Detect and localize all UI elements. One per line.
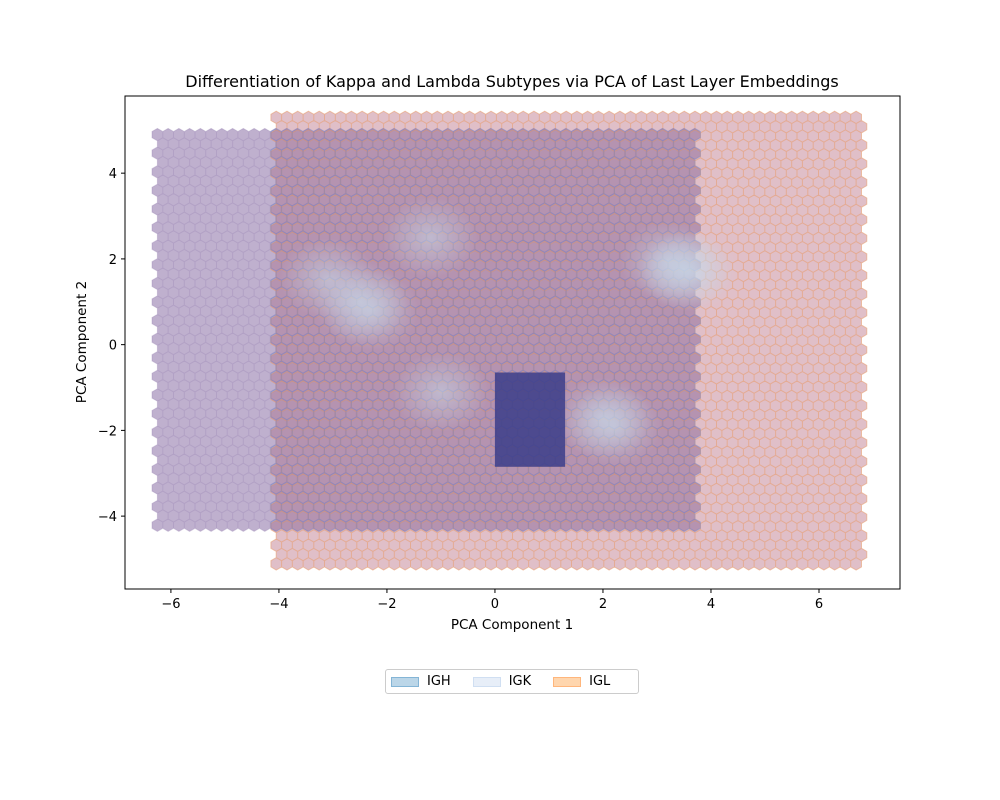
density-cluster-igh-2 [392,351,489,432]
x-tick-label: 0 [491,597,499,612]
density-cluster-igl-1 [279,238,376,319]
y-tick-label: 4 [109,167,117,182]
legend-item-igh: IGH [391,674,451,689]
x-tick-label: 2 [599,597,607,612]
legend-item-igl: IGL [553,674,610,689]
x-axis-label: PCA Component 1 [451,617,573,633]
x-axis: −6 −4 −2 0 2 4 6 [161,589,823,612]
density-cluster-igl-2 [636,229,732,310]
legend-label-igk: IGK [508,674,532,689]
dense-region [494,372,566,467]
legend-swatch-igk [472,676,501,687]
y-tick-label: −2 [98,424,117,439]
x-tick-label: 4 [707,597,715,612]
legend-label-igl: IGL [589,674,611,689]
legend-item-igk: IGK [472,674,532,689]
chart-title: Differentiation of Kappa and Lambda Subt… [185,72,839,91]
legend: IGH IGK IGL [385,669,639,694]
density-cluster-igh-3 [382,197,479,278]
plot-frame [124,95,901,590]
y-axis-label: PCA Component 2 [74,281,90,403]
plot-area [151,110,868,571]
legend-swatch-igl [553,676,582,687]
x-tick-label: 6 [815,597,823,612]
y-tick-label: 2 [109,253,117,268]
y-axis: −4 −2 0 2 4 [98,167,125,525]
x-tick-label: −6 [161,597,180,612]
x-tick-label: −2 [377,597,396,612]
y-tick-label: −4 [98,510,117,525]
y-tick-label: 0 [109,339,117,354]
x-tick-label: −4 [269,597,288,612]
legend-label-igh: IGH [427,674,451,689]
legend-swatch-igh [391,676,419,687]
density-cluster-igk-2 [555,377,651,458]
